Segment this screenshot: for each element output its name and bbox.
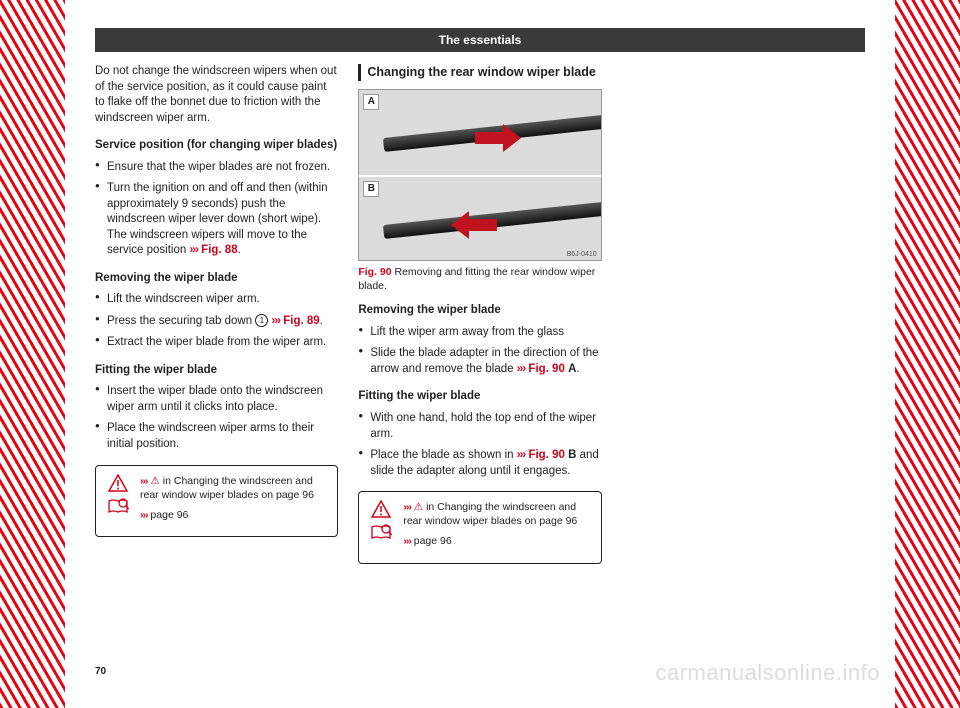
list-item: Ensure that the wiper blades are not fro… (95, 160, 338, 176)
list-item: With one hand, hold the top end of the w… (358, 411, 601, 442)
text: page 96 (414, 535, 452, 547)
circled-number-icon: 1 (255, 314, 268, 327)
fig-ref: Fig. 90 (528, 449, 564, 461)
fig-ref: Fig. 90 (528, 363, 564, 375)
text: Slide the blade adapter in the direction… (370, 347, 598, 375)
ref-line: ››› page 96 (140, 508, 327, 522)
chevron-icon: ››› (517, 363, 526, 375)
ref-line: ››› ⚠ in Changing the windscreen and rea… (403, 500, 590, 528)
list-item: Slide the blade adapter in the direction… (358, 346, 601, 377)
intro-para: Do not change the windscreen wipers when… (95, 64, 338, 126)
list-item: Extract the wiper blade from the wiper a… (95, 335, 338, 351)
heading-remove-blade: Removing the wiper blade (358, 303, 601, 319)
text: Press the securing tab down (107, 315, 255, 327)
list-item: Place the windscreen wiper arms to their… (95, 421, 338, 452)
figure-90: A B B6J-0410 (358, 89, 601, 261)
remove-list: Lift the windscreen wiper arm. Press the… (95, 292, 338, 351)
ref-line: ››› ⚠ in Changing the windscreen and rea… (140, 474, 327, 502)
warning-icon (108, 474, 128, 492)
page-content: The essentials Do not change the windscr… (95, 28, 865, 678)
figure-id: B6J-0410 (567, 250, 597, 259)
chevron-icon: ››› (140, 509, 148, 521)
column-right (622, 64, 865, 563)
text: in Changing the windscreen and rear wind… (140, 475, 314, 501)
arrow-left-icon (451, 211, 497, 239)
ref-line: ››› page 96 (403, 534, 590, 548)
fig-ref: Fig. 88 (201, 244, 237, 256)
chevron-icon: ››› (403, 535, 411, 547)
list-item: Lift the windscreen wiper arm. (95, 292, 338, 308)
chevron-icon: ››› (189, 244, 198, 256)
figure-caption: Fig. 90 Removing and fitting the rear wi… (358, 265, 601, 293)
remove-list: Lift the wiper arm away from the glass S… (358, 325, 601, 378)
warn-tri-icon: ⚠ (414, 501, 423, 513)
reference-box: ››› ⚠ in Changing the windscreen and rea… (358, 491, 601, 564)
arrow-right-icon (475, 124, 521, 152)
chevron-icon: ››› (140, 475, 148, 487)
warn-tri-icon: ⚠ (150, 475, 159, 487)
heading-fit-blade: Fitting the wiper blade (358, 389, 601, 405)
column-middle: Changing the rear window wiper blade A B… (358, 64, 601, 563)
list-item: Turn the ignition on and off and then (w… (95, 181, 338, 259)
reference-box: ››› ⚠ in Changing the windscreen and rea… (95, 465, 338, 538)
page-header: The essentials (95, 28, 865, 52)
chevron-icon: ››› (517, 449, 526, 461)
letter-ref: B (568, 449, 576, 461)
list-item: Press the securing tab down 1 ››› Fig. 8… (95, 314, 338, 330)
fig-ref: Fig. 89 (283, 315, 319, 327)
text: Place the blade as shown in (370, 449, 516, 461)
text: in Changing the windscreen and rear wind… (403, 501, 577, 527)
service-list: Ensure that the wiper blades are not fro… (95, 160, 338, 259)
chevron-icon: ››› (403, 501, 411, 513)
heading-remove-blade: Removing the wiper blade (95, 271, 338, 287)
column-left: Do not change the windscreen wipers when… (95, 64, 338, 563)
figure-letter-b: B (363, 181, 379, 197)
hatch-left (0, 0, 65, 708)
hatch-right (895, 0, 960, 708)
book-icon (107, 498, 129, 514)
heading-fit-blade: Fitting the wiper blade (95, 363, 338, 379)
fit-list: With one hand, hold the top end of the w… (358, 411, 601, 479)
fit-list: Insert the wiper blade onto the windscre… (95, 384, 338, 452)
list-item: Insert the wiper blade onto the windscre… (95, 384, 338, 415)
text: page 96 (150, 509, 188, 521)
chevron-icon: ››› (272, 315, 281, 327)
figure-letter-a: A (363, 94, 379, 110)
book-icon (370, 524, 392, 540)
list-item: Place the blade as shown in ››› Fig. 90 … (358, 448, 601, 479)
heading-service-position: Service position (for changing wiper bla… (95, 138, 338, 154)
list-item: Lift the wiper arm away from the glass (358, 325, 601, 341)
text: Removing and fitting the rear window wip… (358, 266, 595, 292)
letter-ref: A (568, 363, 576, 375)
warning-icon (371, 500, 391, 518)
fig-ref: Fig. 90 (358, 266, 391, 278)
section-title: Changing the rear window wiper blade (358, 64, 601, 81)
page-number: 70 (95, 665, 106, 679)
